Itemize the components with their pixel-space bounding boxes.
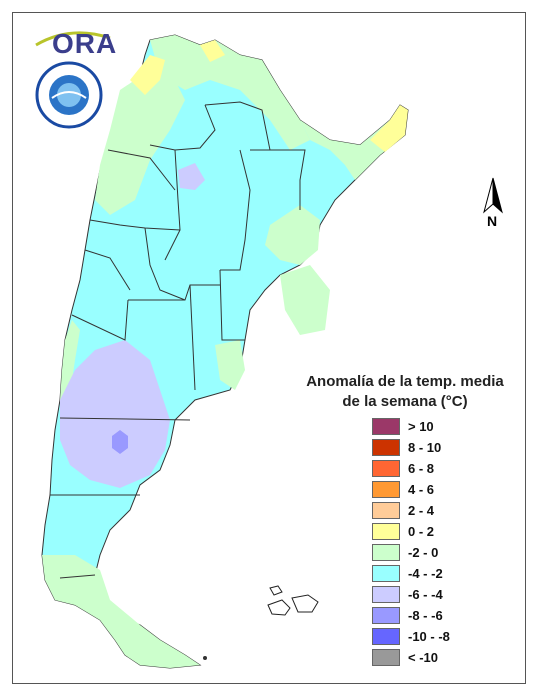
- legend-item: 4 - 6: [372, 479, 434, 499]
- legend-item: 2 - 4: [372, 500, 434, 520]
- zone-lavender-patagonia: [60, 340, 170, 488]
- zone-green-northwest: [95, 70, 185, 215]
- province-borders: [50, 101, 306, 579]
- zone-yellow-misiones: [370, 105, 408, 152]
- legend-item: 8 - 10: [372, 437, 441, 457]
- legend-swatch: [372, 606, 400, 624]
- legend-label: -4 - -2: [408, 565, 443, 581]
- legend-swatch: [372, 438, 400, 456]
- zone-green-west: [60, 320, 80, 400]
- north-label: N: [487, 213, 498, 229]
- legend-title-line1: Anomalía de la temp. media: [306, 373, 504, 390]
- zone-purple-core: [112, 430, 128, 454]
- zone-green-coast: [215, 340, 245, 390]
- legend-item: -10 - -8: [372, 626, 450, 646]
- legend-item: -8 - -6: [372, 605, 443, 625]
- legend-swatch: [372, 522, 400, 540]
- legend-item: < -10: [372, 647, 438, 667]
- legend-item: -2 - 0: [372, 542, 438, 562]
- small-island: [203, 656, 207, 660]
- legend-item: -4 - -2: [372, 563, 443, 583]
- legend-label: 0 - 2: [408, 523, 435, 539]
- legend-item: 6 - 8: [372, 458, 434, 478]
- legend-item: -6 - -4: [372, 584, 443, 604]
- legend-item: > 10: [372, 416, 434, 436]
- legend-label: > 10: [408, 418, 434, 434]
- malvinas-islands: [267, 585, 319, 616]
- legend-swatch: [372, 585, 400, 603]
- legend-swatch: [372, 417, 400, 435]
- legend-label: 4 - 6: [408, 481, 435, 497]
- legend-swatch: [372, 543, 400, 561]
- legend-label: 8 - 10: [408, 439, 442, 455]
- zone-yellow-northwest: [130, 55, 165, 95]
- zone-yellow-north: [200, 40, 225, 62]
- legend-label: < -10: [408, 649, 438, 665]
- legend-label: 6 - 8: [408, 460, 435, 476]
- north-arrow-icon: [483, 177, 503, 214]
- ora-swoosh-icon: [35, 31, 111, 47]
- legend-swatch: [372, 564, 400, 582]
- zone-green-north: [150, 35, 310, 150]
- smn-seal-icon: [35, 61, 103, 129]
- legend-title-line2: de la semana (°C): [342, 393, 468, 410]
- legend-label: -8 - -6: [408, 607, 443, 623]
- legend-title: Anomalía de la temp. media de la semana …: [290, 372, 520, 412]
- legend-label: -10 - -8: [408, 628, 450, 644]
- legend-label: -6 - -4: [408, 586, 443, 602]
- legend-swatch: [372, 627, 400, 645]
- legend-swatch: [372, 459, 400, 477]
- legend-swatch: [372, 501, 400, 519]
- zone-lavender-tucuman: [178, 163, 205, 190]
- zone-green-entre-rios: [265, 205, 320, 265]
- legend-swatch: [372, 480, 400, 498]
- zone-green-buenos-aires: [280, 265, 330, 335]
- legend-label: 2 - 4: [408, 502, 435, 518]
- ora-logo: ORA: [52, 28, 118, 59]
- legend-item: 0 - 2: [372, 521, 434, 541]
- legend-label: -2 - 0: [408, 544, 439, 560]
- zone-green-south: [42, 555, 200, 668]
- legend-swatch: [372, 648, 400, 666]
